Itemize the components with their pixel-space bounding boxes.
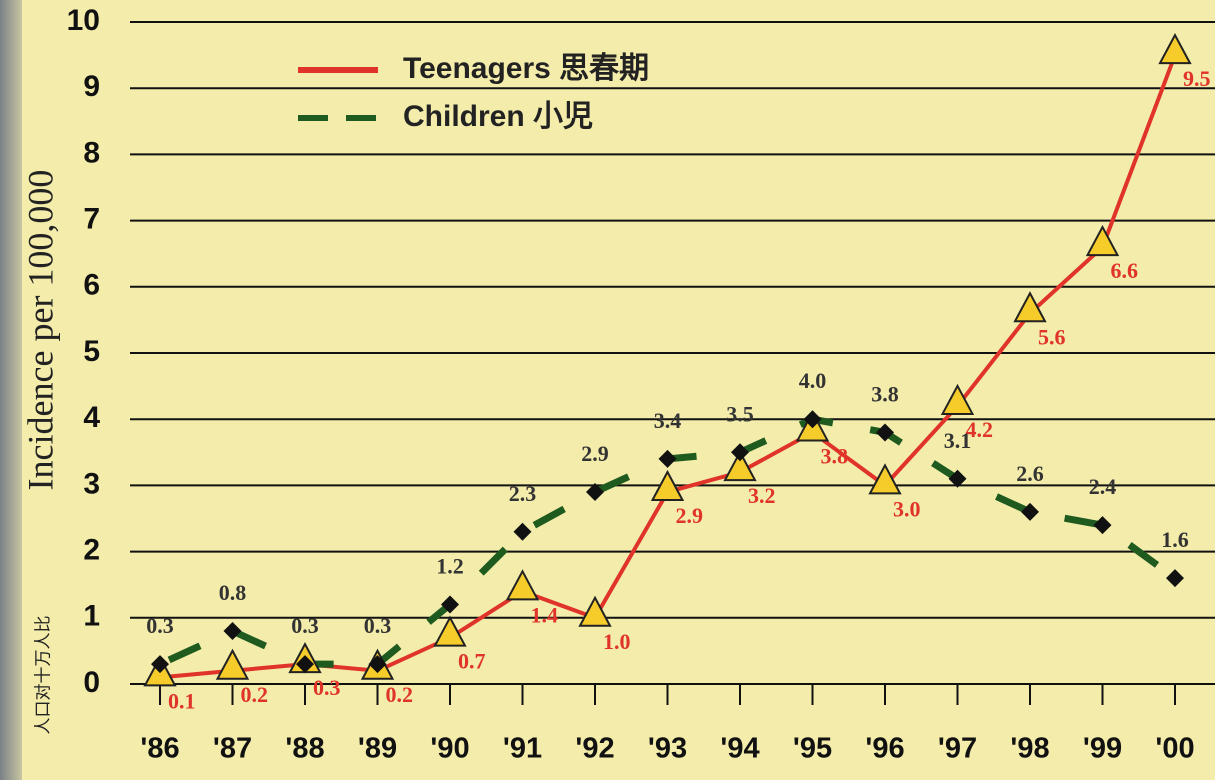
data-label: 2.9 (676, 503, 704, 528)
y-tick-label: 3 (83, 467, 100, 500)
data-label: 2.3 (509, 481, 537, 506)
y-tick-label: 2 (83, 534, 100, 567)
data-label: 4.2 (966, 417, 994, 442)
marker (1013, 291, 1047, 323)
data-label: 0.2 (241, 682, 269, 707)
x-tick-label: '98 (1010, 733, 1049, 765)
marker (948, 469, 967, 488)
marker (731, 443, 749, 462)
data-label: 0.3 (313, 675, 341, 700)
data-label: 1.0 (603, 629, 631, 654)
x-tick-label: '99 (1083, 733, 1122, 765)
x-tick-label: '92 (575, 733, 614, 765)
marker (1021, 502, 1039, 521)
marker (586, 483, 604, 502)
marker (1093, 516, 1112, 535)
marker (223, 622, 242, 641)
data-label: 0.3 (291, 613, 319, 638)
y-tick-label: 10 (67, 4, 100, 37)
y-tick-label: 4 (83, 401, 100, 434)
y-axis-label: Incidence per 100,000 (20, 170, 60, 491)
data-label: 5.6 (1038, 324, 1066, 349)
x-tick-label: '97 (938, 733, 977, 765)
marker (1166, 569, 1184, 588)
y-tick-label: 9 (83, 70, 100, 103)
legend-label: Teenagers 思春期 (403, 52, 649, 85)
x-tick-label: '00 (1155, 733, 1194, 765)
marker (940, 383, 975, 415)
data-label: 3.8 (871, 381, 899, 406)
y-tick-label: 7 (83, 203, 100, 236)
x-tick-label: '91 (503, 733, 542, 765)
marker (296, 655, 314, 674)
marker (578, 595, 612, 627)
x-tick-label: '93 (648, 733, 687, 765)
legend-label: Children 小児 (403, 100, 593, 133)
data-label: 1.4 (531, 602, 559, 627)
x-tick-label: '90 (430, 733, 469, 765)
marker (650, 469, 685, 502)
marker (1158, 32, 1192, 65)
x-tick-label: '89 (358, 733, 397, 765)
data-label: 6.6 (1111, 258, 1139, 283)
y-tick-label: 6 (83, 269, 100, 302)
photo-strip (0, 0, 22, 780)
data-label: 0.2 (386, 682, 414, 707)
y-tick-label: 1 (83, 600, 100, 633)
x-tick-label: '87 (213, 733, 252, 765)
marker (513, 522, 532, 541)
data-label: 3.0 (893, 496, 921, 521)
marker (151, 655, 169, 674)
marker (215, 648, 250, 680)
x-tick-label: '86 (140, 733, 179, 765)
data-label: 3.8 (821, 443, 849, 468)
y-tick-label: 0 (83, 666, 100, 699)
marker (803, 410, 822, 429)
x-tick-label: '94 (720, 733, 759, 765)
x-tick-label: '96 (865, 733, 904, 765)
marker (658, 449, 677, 468)
data-label: 0.3 (364, 613, 392, 638)
y-tick-label: 5 (83, 335, 100, 368)
data-label: 0.8 (219, 580, 247, 605)
data-label: 0.1 (168, 688, 196, 713)
data-label: 0.3 (146, 613, 174, 638)
marker (441, 595, 459, 614)
data-label: 0.7 (458, 649, 486, 674)
x-tick-label: '95 (793, 733, 832, 765)
data-label: 2.6 (1016, 461, 1044, 486)
marker (868, 463, 902, 495)
x-tick-label: '88 (285, 733, 324, 765)
y-axis-label-cn: 人口对十万人比 (33, 616, 52, 735)
data-label: 3.4 (654, 408, 682, 433)
marker (433, 615, 467, 647)
marker (368, 655, 387, 674)
y-tick-label: 8 (83, 136, 100, 169)
marker (1085, 224, 1120, 257)
marker (876, 423, 894, 442)
data-label: 2.9 (581, 441, 609, 466)
data-label: 1.6 (1161, 527, 1189, 552)
data-label: 2.4 (1089, 474, 1117, 499)
legend: Teenagers 思春期 Children 小児 (298, 52, 649, 133)
series-line (159, 54, 1177, 680)
data-label: 3.1 (944, 428, 972, 453)
data-label: 4.0 (799, 368, 827, 393)
data-label: 1.2 (436, 554, 464, 579)
data-label: 3.5 (726, 401, 754, 426)
marker (505, 569, 540, 601)
marker (723, 450, 757, 482)
data-label: 3.2 (748, 483, 776, 508)
data-label: 9.5 (1183, 66, 1211, 91)
